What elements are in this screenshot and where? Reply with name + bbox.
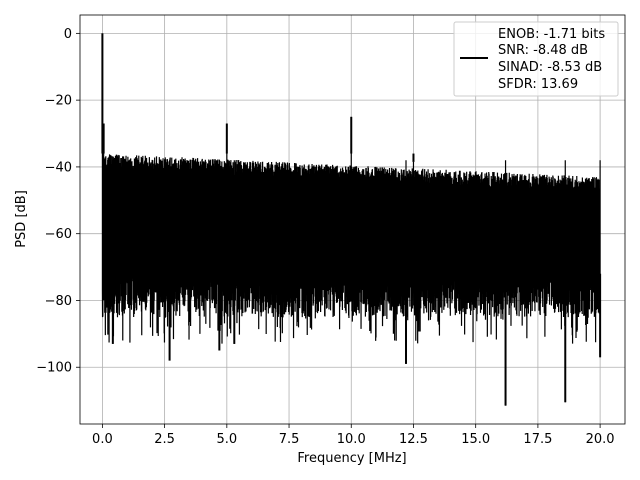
y-tick-label: 0 bbox=[64, 27, 72, 42]
y-tick-label: −80 bbox=[45, 294, 72, 309]
x-tick-label: 7.5 bbox=[279, 432, 300, 447]
x-tick-label: 10.0 bbox=[337, 432, 366, 447]
legend-entry-sinad: SINAD: -8.53 dB bbox=[498, 60, 602, 75]
legend-box bbox=[453, 21, 619, 97]
y-tick-label: −60 bbox=[45, 227, 72, 242]
series-layer bbox=[101, 33, 602, 406]
y-axis-label: PSD [dB] bbox=[14, 190, 29, 248]
psd-series-line bbox=[101, 33, 601, 406]
legend-entry-sfdr: SFDR: 13.69 bbox=[498, 77, 578, 92]
x-tick-label: 20.0 bbox=[586, 432, 615, 447]
y-axis: 0 −20 −40 −60 −80 −100 bbox=[36, 27, 80, 376]
y-tick-label: −100 bbox=[36, 361, 72, 376]
x-tick-label: 0.0 bbox=[92, 432, 113, 447]
y-tick-label: −40 bbox=[45, 160, 72, 175]
x-axis-label: Frequency [MHz] bbox=[297, 451, 406, 466]
x-tick-label: 15.0 bbox=[461, 432, 490, 447]
plot-frame bbox=[79, 14, 626, 425]
legend-entry-snr: SNR: -8.48 dB bbox=[498, 43, 588, 58]
x-tick-label: 17.5 bbox=[523, 432, 552, 447]
legend: ENOB: -1.71 bits SNR: -8.48 dB SINAD: -8… bbox=[453, 21, 619, 97]
x-axis: 0.0 2.5 5.0 7.5 10.0 12.5 15.0 17.5 20.0 bbox=[92, 424, 615, 447]
x-tick-label: 2.5 bbox=[154, 432, 175, 447]
x-tick-label: 5.0 bbox=[216, 432, 237, 447]
x-tick-label: 12.5 bbox=[399, 432, 428, 447]
y-tick-label: −20 bbox=[45, 94, 72, 109]
legend-entry-enob: ENOB: -1.71 bits bbox=[498, 27, 605, 42]
